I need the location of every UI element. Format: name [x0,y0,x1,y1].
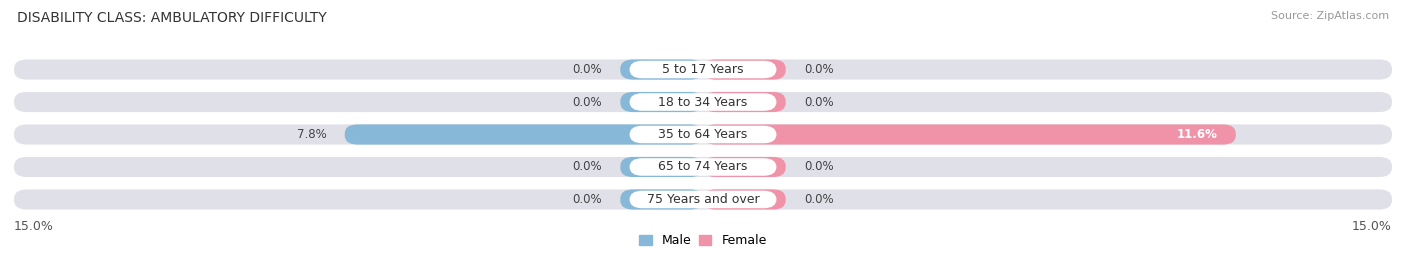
Text: 0.0%: 0.0% [572,161,602,174]
FancyBboxPatch shape [630,93,776,111]
Text: Source: ZipAtlas.com: Source: ZipAtlas.com [1271,11,1389,21]
Text: 65 to 74 Years: 65 to 74 Years [658,161,748,174]
Legend: Male, Female: Male, Female [634,229,772,252]
FancyBboxPatch shape [620,92,703,112]
Text: DISABILITY CLASS: AMBULATORY DIFFICULTY: DISABILITY CLASS: AMBULATORY DIFFICULTY [17,11,326,25]
FancyBboxPatch shape [14,157,1392,177]
Text: 0.0%: 0.0% [804,95,834,108]
FancyBboxPatch shape [14,59,1392,80]
FancyBboxPatch shape [703,92,786,112]
Text: 75 Years and over: 75 Years and over [647,193,759,206]
Text: 0.0%: 0.0% [804,63,834,76]
Text: 0.0%: 0.0% [804,161,834,174]
Text: 5 to 17 Years: 5 to 17 Years [662,63,744,76]
FancyBboxPatch shape [630,126,776,143]
FancyBboxPatch shape [14,92,1392,112]
Text: 0.0%: 0.0% [804,193,834,206]
Text: 0.0%: 0.0% [572,63,602,76]
FancyBboxPatch shape [630,61,776,78]
Text: 15.0%: 15.0% [1353,220,1392,233]
FancyBboxPatch shape [344,125,703,144]
Text: 11.6%: 11.6% [1177,128,1218,141]
FancyBboxPatch shape [620,59,703,80]
Text: 15.0%: 15.0% [14,220,53,233]
Text: 18 to 34 Years: 18 to 34 Years [658,95,748,108]
FancyBboxPatch shape [630,191,776,208]
FancyBboxPatch shape [703,59,786,80]
Text: 0.0%: 0.0% [572,95,602,108]
FancyBboxPatch shape [14,125,1392,144]
FancyBboxPatch shape [630,158,776,176]
Text: 0.0%: 0.0% [572,193,602,206]
Text: 35 to 64 Years: 35 to 64 Years [658,128,748,141]
FancyBboxPatch shape [703,189,786,210]
Text: 7.8%: 7.8% [297,128,326,141]
FancyBboxPatch shape [703,125,1236,144]
FancyBboxPatch shape [620,189,703,210]
FancyBboxPatch shape [703,157,786,177]
FancyBboxPatch shape [620,157,703,177]
FancyBboxPatch shape [14,189,1392,210]
